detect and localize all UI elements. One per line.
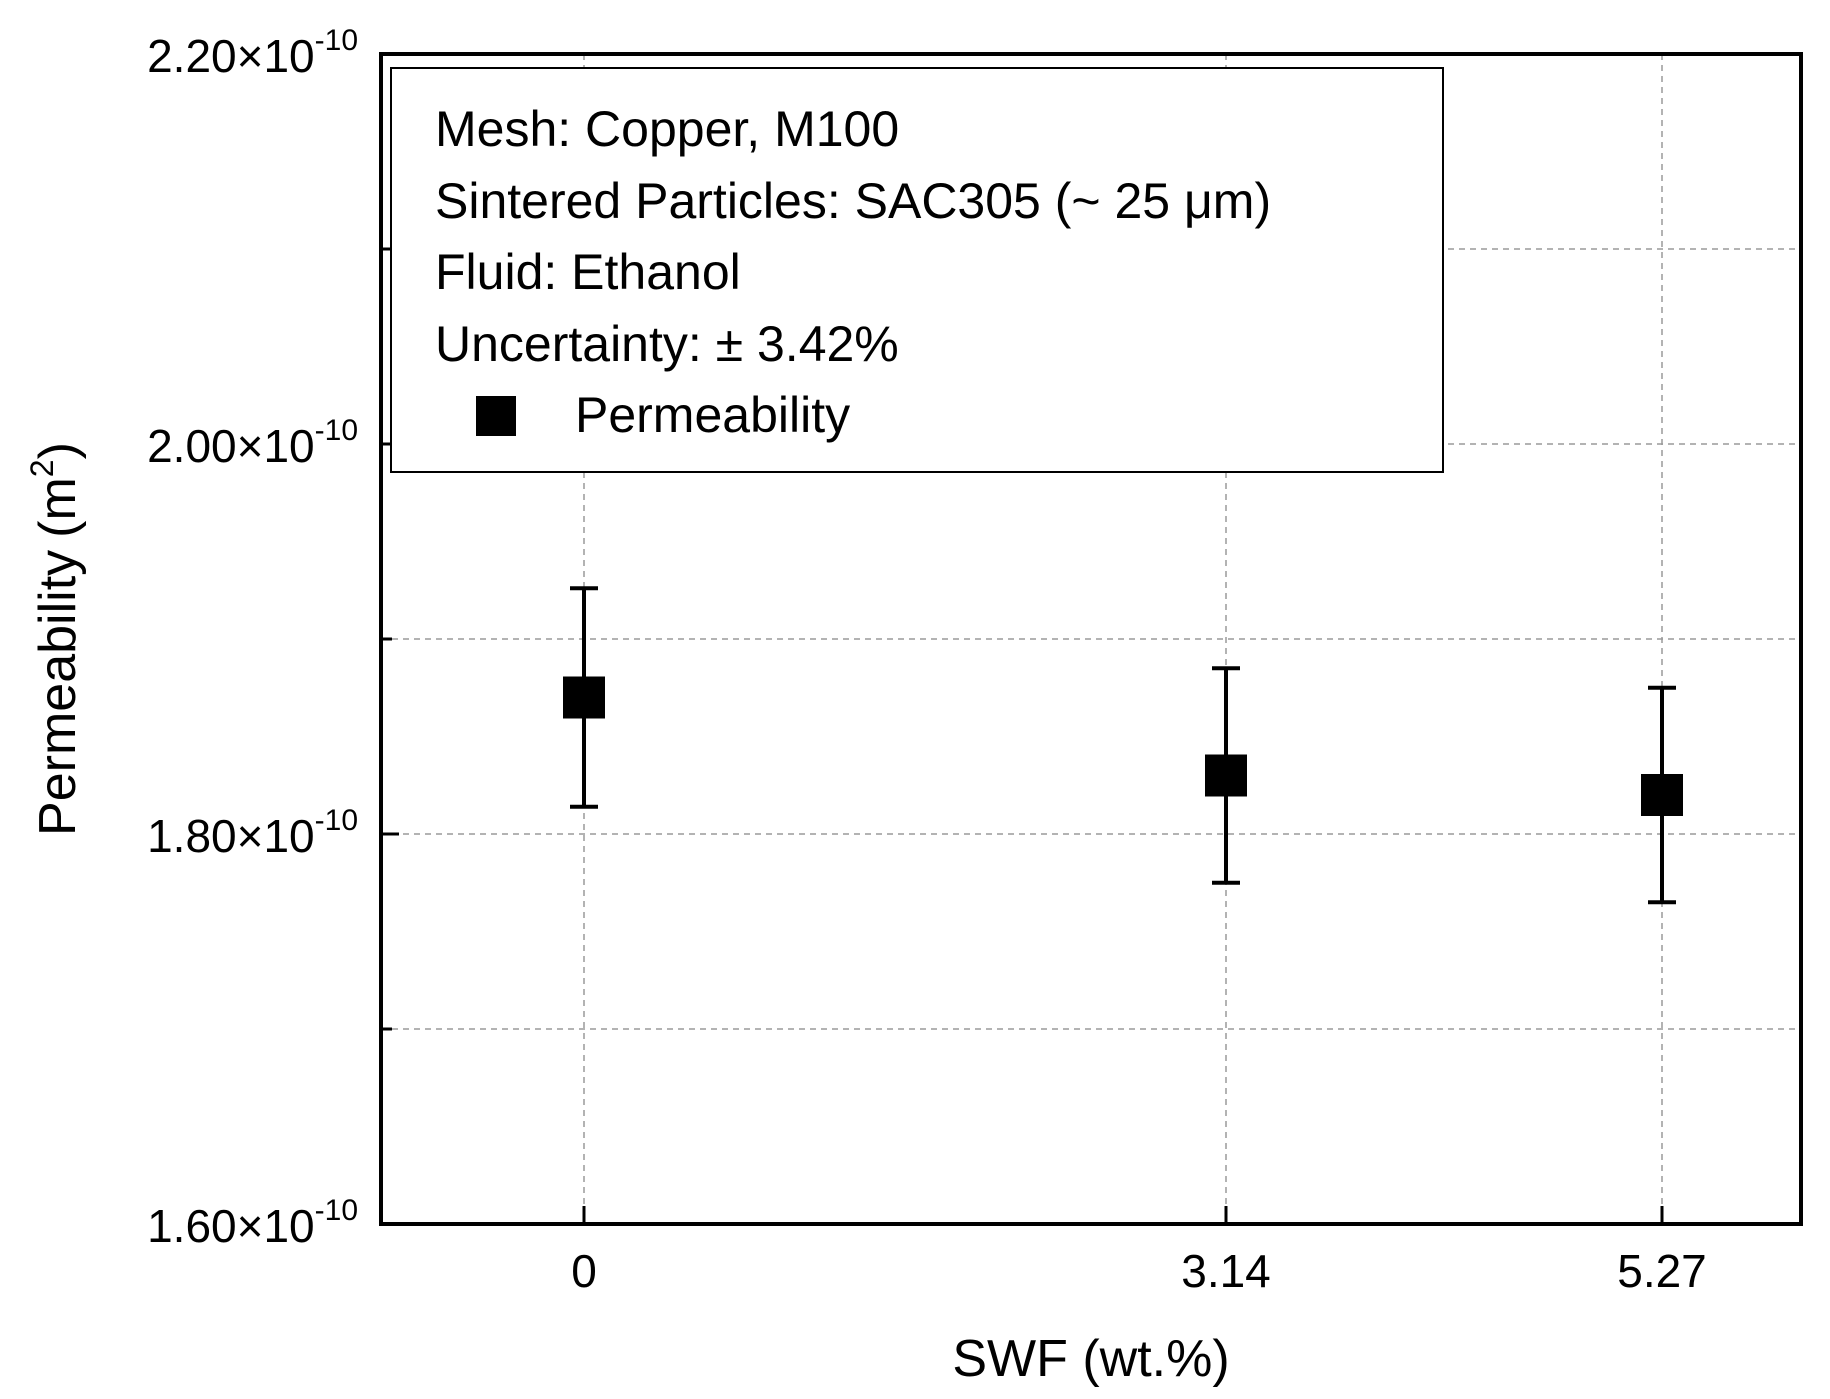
y-tick-label: 1.80×10-10 bbox=[147, 804, 358, 862]
y-tick-label: 2.20×10-10 bbox=[147, 24, 358, 82]
annotation-mesh: Mesh: Copper, M100 bbox=[435, 101, 899, 157]
y-axis-title: Permeability (m2) bbox=[24, 442, 87, 836]
legend: Mesh: Copper, M100 Sintered Particles: S… bbox=[390, 67, 1444, 473]
y-axis-title-unit: (m bbox=[29, 477, 87, 538]
y-tick-mantissa: 1.80×10 bbox=[147, 810, 315, 862]
y-tick-mantissa: 2.20×10 bbox=[147, 30, 315, 82]
y-tick-label: 2.00×10-10 bbox=[147, 414, 358, 472]
annotation-fluid: Fluid: Ethanol bbox=[435, 244, 741, 300]
legend-marker bbox=[476, 396, 516, 436]
y-tick-label: 1.60×10-10 bbox=[147, 1194, 358, 1252]
data-series bbox=[563, 586, 1683, 905]
y-tick-labels: 1.60×10-101.80×10-102.00×10-102.20×10-10 bbox=[147, 24, 358, 1252]
legend-box bbox=[390, 67, 1444, 473]
x-tick-labels: 0 3.14 5.27 bbox=[571, 1245, 1707, 1297]
legend-label-permeability: Permeability bbox=[575, 387, 850, 443]
data-point bbox=[1641, 685, 1683, 905]
y-tick-exponent: -10 bbox=[315, 414, 358, 447]
annotation-particles: Sintered Particles: SAC305 (~ 25 μm) bbox=[435, 173, 1271, 229]
y-tick-exponent: -10 bbox=[315, 24, 358, 57]
square-marker bbox=[563, 676, 605, 719]
annotation-uncertainty: Uncertainty: ± 3.42% bbox=[435, 316, 899, 372]
data-point bbox=[563, 586, 605, 809]
x-tick-label: 0 bbox=[571, 1245, 597, 1297]
y-axis-title-text: Permeability bbox=[29, 550, 87, 836]
svg-text:Permeability(m2): Permeability (m2) bbox=[24, 442, 87, 836]
y-tick-mantissa: 2.00×10 bbox=[147, 420, 315, 472]
y-tick-mantissa: 1.60×10 bbox=[147, 1200, 315, 1252]
data-point bbox=[1205, 666, 1247, 885]
square-marker bbox=[1641, 774, 1683, 816]
plot-frame bbox=[379, 52, 1803, 1226]
y-tick-exponent: -10 bbox=[315, 1194, 358, 1227]
x-tick-label: 3.14 bbox=[1181, 1245, 1271, 1297]
square-marker bbox=[1205, 754, 1247, 797]
x-tick-label: 5.27 bbox=[1617, 1245, 1707, 1297]
y-axis-title-exponent: 2 bbox=[24, 459, 60, 477]
y-axis-title-close: ) bbox=[29, 442, 87, 459]
y-tick-exponent: -10 bbox=[315, 804, 358, 837]
x-axis-title: SWF (wt.%) bbox=[952, 1330, 1229, 1388]
